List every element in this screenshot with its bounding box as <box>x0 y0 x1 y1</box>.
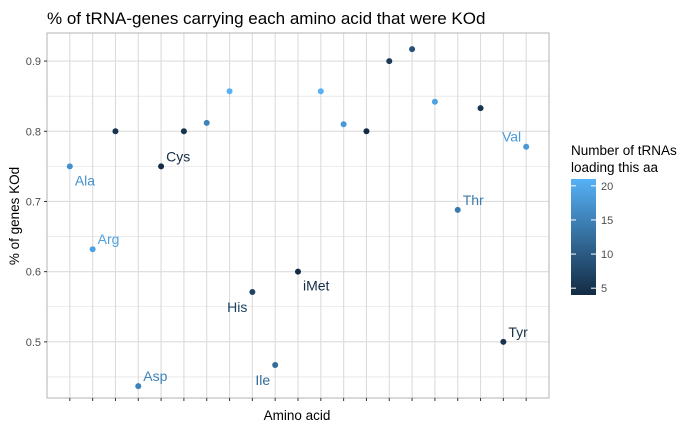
y-tick-label: 0.9 <box>26 56 41 68</box>
legend-title-line-2: loading this aa <box>571 160 659 175</box>
data-point <box>203 119 210 126</box>
data-point <box>158 163 165 170</box>
data-point <box>249 289 256 296</box>
data-point <box>386 58 393 65</box>
legend-tick-label: 20 <box>601 181 613 193</box>
data-point <box>340 121 347 128</box>
data-point <box>409 46 416 53</box>
data-point <box>317 88 324 95</box>
color-legend: Number of tRNAs loading this aa 5 10 15 20 <box>571 143 677 295</box>
x-axis <box>69 398 527 401</box>
x-axis-title: Amino acid <box>264 408 331 423</box>
legend-title-line-1: Number of tRNAs <box>571 143 677 158</box>
data-point <box>477 105 484 112</box>
data-point <box>272 362 279 369</box>
point-label: Asp <box>143 368 167 384</box>
legend-tick-label: 10 <box>601 249 613 261</box>
y-tick-label: 0.6 <box>26 267 41 279</box>
data-point <box>363 128 370 135</box>
y-tick-label: 0.7 <box>26 196 41 208</box>
data-point <box>295 268 301 275</box>
point-labels: Ala Arg Asp Cys His Ile iMet Thr Tyr Val <box>75 129 528 388</box>
y-axis-title: % of genes KOd <box>7 167 22 265</box>
data-point <box>180 128 187 135</box>
data-point <box>454 206 461 213</box>
point-label: Tyr <box>508 324 528 340</box>
data-point <box>135 383 142 390</box>
data-point <box>112 128 119 135</box>
point-label: Cys <box>166 148 190 164</box>
data-point <box>226 88 233 95</box>
data-point <box>66 163 73 170</box>
legend-colorbar <box>571 179 596 295</box>
point-label: Arg <box>98 231 120 247</box>
data-point <box>500 338 507 345</box>
y-tick-label: 0.8 <box>26 126 41 138</box>
point-label: Val <box>502 129 521 145</box>
data-point <box>89 246 96 253</box>
point-label: His <box>227 299 247 315</box>
data-point <box>431 98 438 105</box>
plot-panel <box>46 32 550 399</box>
y-axis: 0.5 0.6 0.7 0.8 0.9 <box>26 56 47 349</box>
point-label: Ile <box>255 372 270 388</box>
point-label: Ala <box>75 172 95 188</box>
data-point <box>523 143 530 150</box>
legend-ticks: 5 10 15 20 <box>571 181 613 295</box>
y-tick-label: 0.5 <box>26 337 41 349</box>
legend-tick-label: 5 <box>601 283 607 295</box>
point-label: Thr <box>463 192 484 208</box>
data-points <box>66 46 530 390</box>
legend-tick-label: 15 <box>601 215 613 227</box>
chart-title: % of tRNA-genes carrying each amino acid… <box>47 9 485 28</box>
point-label: iMet <box>303 278 330 294</box>
